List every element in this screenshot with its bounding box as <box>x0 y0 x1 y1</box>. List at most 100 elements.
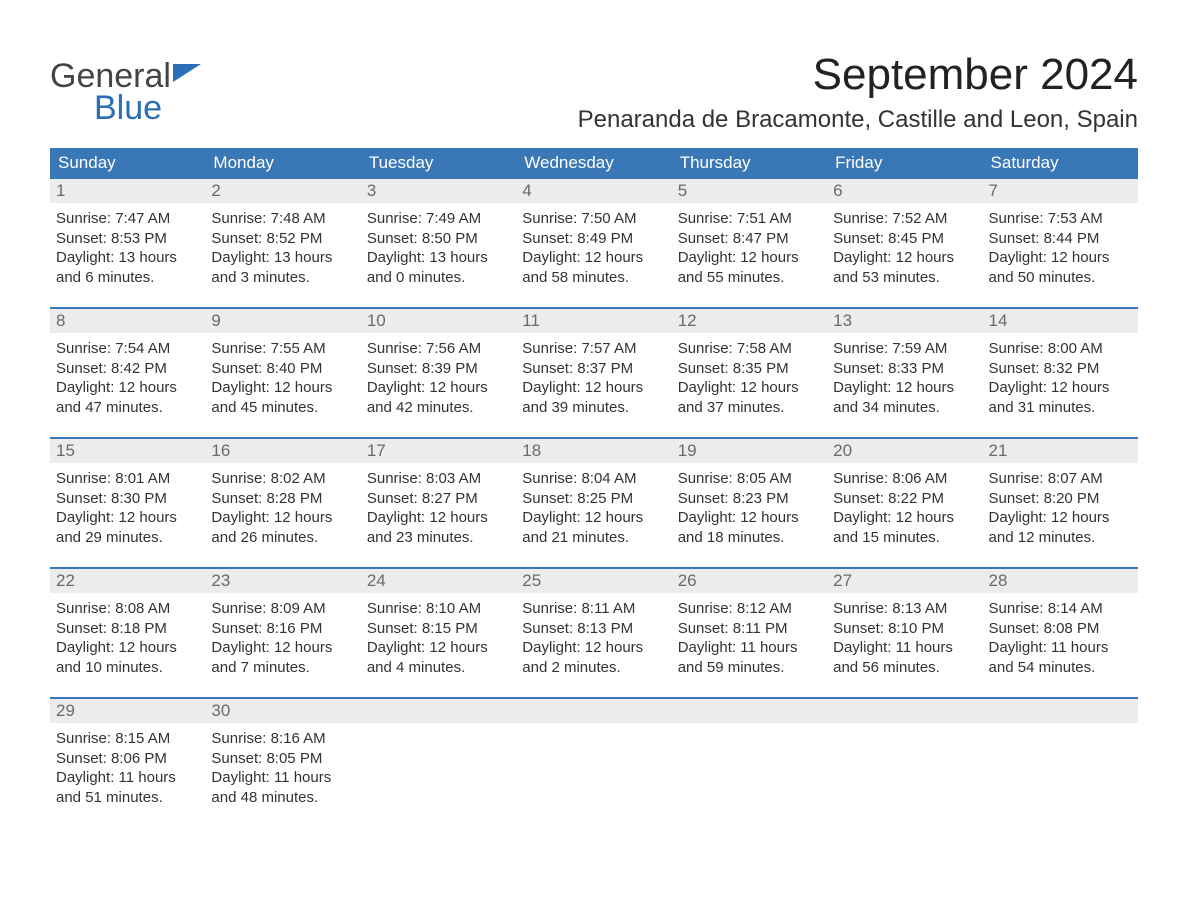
day-number: 14 <box>983 309 1138 333</box>
sunrise-text: Sunrise: 7:58 AM <box>678 339 821 359</box>
sunset-text: Sunset: 8:11 PM <box>678 619 821 639</box>
daylight-text-2: and 15 minutes. <box>833 528 976 548</box>
sunrise-text: Sunrise: 8:12 AM <box>678 599 821 619</box>
weekday-header: Friday <box>827 148 982 179</box>
day-number <box>983 699 1138 723</box>
day-cell: 18Sunrise: 8:04 AMSunset: 8:25 PMDayligh… <box>516 439 671 567</box>
sunrise-text: Sunrise: 7:55 AM <box>211 339 354 359</box>
sunrise-text: Sunrise: 7:52 AM <box>833 209 976 229</box>
daylight-text-2: and 39 minutes. <box>522 398 665 418</box>
daylight-text-2: and 48 minutes. <box>211 788 354 808</box>
day-cell: 16Sunrise: 8:02 AMSunset: 8:28 PMDayligh… <box>205 439 360 567</box>
sunset-text: Sunset: 8:30 PM <box>56 489 199 509</box>
day-body: Sunrise: 8:07 AMSunset: 8:20 PMDaylight:… <box>983 463 1138 547</box>
day-number: 1 <box>50 179 205 203</box>
daylight-text-2: and 42 minutes. <box>367 398 510 418</box>
day-cell: 8Sunrise: 7:54 AMSunset: 8:42 PMDaylight… <box>50 309 205 437</box>
day-body: Sunrise: 8:10 AMSunset: 8:15 PMDaylight:… <box>361 593 516 677</box>
daylight-text-1: Daylight: 12 hours <box>833 248 976 268</box>
sunset-text: Sunset: 8:50 PM <box>367 229 510 249</box>
sunrise-text: Sunrise: 7:51 AM <box>678 209 821 229</box>
daylight-text-1: Daylight: 12 hours <box>522 248 665 268</box>
day-body: Sunrise: 8:16 AMSunset: 8:05 PMDaylight:… <box>205 723 360 807</box>
day-cell: 11Sunrise: 7:57 AMSunset: 8:37 PMDayligh… <box>516 309 671 437</box>
flag-icon <box>173 64 201 82</box>
day-cell: 20Sunrise: 8:06 AMSunset: 8:22 PMDayligh… <box>827 439 982 567</box>
day-body: Sunrise: 8:00 AMSunset: 8:32 PMDaylight:… <box>983 333 1138 417</box>
daylight-text-1: Daylight: 12 hours <box>989 248 1132 268</box>
day-body <box>516 723 671 729</box>
week-row: 29Sunrise: 8:15 AMSunset: 8:06 PMDayligh… <box>50 697 1138 827</box>
day-body: Sunrise: 8:01 AMSunset: 8:30 PMDaylight:… <box>50 463 205 547</box>
daylight-text-1: Daylight: 11 hours <box>833 638 976 658</box>
day-body <box>672 723 827 729</box>
day-body: Sunrise: 8:09 AMSunset: 8:16 PMDaylight:… <box>205 593 360 677</box>
week-row: 22Sunrise: 8:08 AMSunset: 8:18 PMDayligh… <box>50 567 1138 697</box>
day-number <box>361 699 516 723</box>
daylight-text-2: and 56 minutes. <box>833 658 976 678</box>
day-body <box>983 723 1138 729</box>
daylight-text-1: Daylight: 12 hours <box>56 378 199 398</box>
sunset-text: Sunset: 8:35 PM <box>678 359 821 379</box>
day-cell: 25Sunrise: 8:11 AMSunset: 8:13 PMDayligh… <box>516 569 671 697</box>
month-title: September 2024 <box>578 50 1138 100</box>
daylight-text-2: and 10 minutes. <box>56 658 199 678</box>
day-number: 21 <box>983 439 1138 463</box>
day-number: 16 <box>205 439 360 463</box>
sunrise-text: Sunrise: 8:04 AM <box>522 469 665 489</box>
day-number: 23 <box>205 569 360 593</box>
daylight-text-1: Daylight: 12 hours <box>989 508 1132 528</box>
day-body: Sunrise: 7:55 AMSunset: 8:40 PMDaylight:… <box>205 333 360 417</box>
day-cell: 29Sunrise: 8:15 AMSunset: 8:06 PMDayligh… <box>50 699 205 827</box>
daylight-text-1: Daylight: 12 hours <box>522 378 665 398</box>
day-body: Sunrise: 8:15 AMSunset: 8:06 PMDaylight:… <box>50 723 205 807</box>
sunrise-text: Sunrise: 8:05 AM <box>678 469 821 489</box>
sunrise-text: Sunrise: 8:01 AM <box>56 469 199 489</box>
day-number: 2 <box>205 179 360 203</box>
sunset-text: Sunset: 8:39 PM <box>367 359 510 379</box>
day-body: Sunrise: 7:52 AMSunset: 8:45 PMDaylight:… <box>827 203 982 287</box>
day-body: Sunrise: 8:08 AMSunset: 8:18 PMDaylight:… <box>50 593 205 677</box>
sunrise-text: Sunrise: 7:57 AM <box>522 339 665 359</box>
day-cell: 14Sunrise: 8:00 AMSunset: 8:32 PMDayligh… <box>983 309 1138 437</box>
day-number: 17 <box>361 439 516 463</box>
day-number <box>672 699 827 723</box>
sunrise-text: Sunrise: 8:10 AM <box>367 599 510 619</box>
daylight-text-2: and 53 minutes. <box>833 268 976 288</box>
day-number: 9 <box>205 309 360 333</box>
weekday-header: Monday <box>205 148 360 179</box>
day-body: Sunrise: 7:59 AMSunset: 8:33 PMDaylight:… <box>827 333 982 417</box>
day-cell: 23Sunrise: 8:09 AMSunset: 8:16 PMDayligh… <box>205 569 360 697</box>
sunrise-text: Sunrise: 8:08 AM <box>56 599 199 619</box>
day-number: 28 <box>983 569 1138 593</box>
daylight-text-2: and 21 minutes. <box>522 528 665 548</box>
day-body: Sunrise: 7:48 AMSunset: 8:52 PMDaylight:… <box>205 203 360 287</box>
sunrise-text: Sunrise: 7:50 AM <box>522 209 665 229</box>
calendar: Sunday Monday Tuesday Wednesday Thursday… <box>50 148 1138 827</box>
daylight-text-1: Daylight: 13 hours <box>56 248 199 268</box>
day-cell: 10Sunrise: 7:56 AMSunset: 8:39 PMDayligh… <box>361 309 516 437</box>
day-cell: 9Sunrise: 7:55 AMSunset: 8:40 PMDaylight… <box>205 309 360 437</box>
day-body: Sunrise: 8:13 AMSunset: 8:10 PMDaylight:… <box>827 593 982 677</box>
day-cell: 5Sunrise: 7:51 AMSunset: 8:47 PMDaylight… <box>672 179 827 307</box>
week-row: 8Sunrise: 7:54 AMSunset: 8:42 PMDaylight… <box>50 307 1138 437</box>
sunset-text: Sunset: 8:15 PM <box>367 619 510 639</box>
sunset-text: Sunset: 8:44 PM <box>989 229 1132 249</box>
day-number: 24 <box>361 569 516 593</box>
weekday-header: Saturday <box>983 148 1138 179</box>
day-cell: 17Sunrise: 8:03 AMSunset: 8:27 PMDayligh… <box>361 439 516 567</box>
weekday-header: Thursday <box>672 148 827 179</box>
location-text: Penaranda de Bracamonte, Castille and Le… <box>578 106 1138 134</box>
day-cell <box>361 699 516 827</box>
daylight-text-1: Daylight: 11 hours <box>678 638 821 658</box>
sunrise-text: Sunrise: 7:48 AM <box>211 209 354 229</box>
daylight-text-2: and 31 minutes. <box>989 398 1132 418</box>
daylight-text-1: Daylight: 11 hours <box>989 638 1132 658</box>
daylight-text-2: and 23 minutes. <box>367 528 510 548</box>
day-cell: 21Sunrise: 8:07 AMSunset: 8:20 PMDayligh… <box>983 439 1138 567</box>
day-body: Sunrise: 8:11 AMSunset: 8:13 PMDaylight:… <box>516 593 671 677</box>
daylight-text-2: and 29 minutes. <box>56 528 199 548</box>
sunset-text: Sunset: 8:40 PM <box>211 359 354 379</box>
daylight-text-2: and 45 minutes. <box>211 398 354 418</box>
day-number <box>827 699 982 723</box>
